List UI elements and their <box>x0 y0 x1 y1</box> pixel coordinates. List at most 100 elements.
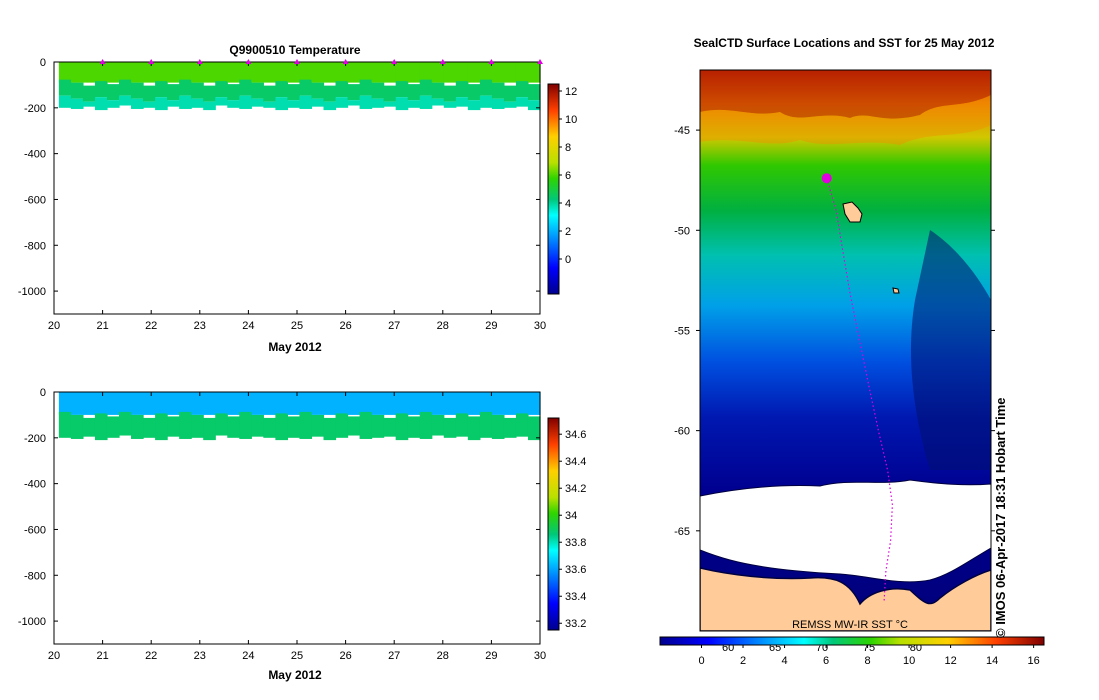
data-cell <box>106 62 120 83</box>
data-cell <box>119 79 132 96</box>
x-tick-label: 21 <box>96 320 108 332</box>
data-cell <box>455 97 469 107</box>
data-cell <box>515 62 529 83</box>
data-cell <box>167 62 180 83</box>
data-cell <box>203 62 216 83</box>
x-tick-label: 23 <box>194 650 206 662</box>
data-cell <box>419 62 433 83</box>
data-cell <box>299 79 313 96</box>
data-cell <box>491 392 505 415</box>
data-cell <box>503 85 517 102</box>
data-cell <box>371 98 385 108</box>
data-cell <box>191 98 204 108</box>
x-tick-label: 28 <box>437 650 449 662</box>
profile-marker <box>342 59 349 64</box>
chart1-colorbar-ticks: 12 10 8 6 4 2 0 <box>559 86 577 266</box>
x-tick-label: 30 <box>534 650 546 662</box>
salinity-chart: 20 21 22 23 24 25 26 27 28 29 30 0 -200 -400 -600 -800 -… <box>18 387 587 682</box>
data-cell <box>395 62 409 83</box>
data-cell <box>287 62 301 83</box>
y-tick-label: -1000 <box>18 286 46 298</box>
chart2-colorbar-ticks: 34.6 34.4 34.2 34 33.8 33.6 33.4 33.2 <box>559 429 586 630</box>
data-cell <box>311 62 325 83</box>
data-cell <box>335 81 349 98</box>
map-colorbar-tick-label: 16 <box>1027 655 1039 667</box>
data-cell <box>94 392 108 415</box>
data-cell <box>227 392 240 415</box>
data-cell <box>143 392 156 415</box>
data-cell <box>179 79 192 96</box>
colorbar-tick-label: 10 <box>565 114 577 126</box>
data-cell <box>359 62 373 83</box>
data-cell <box>275 413 288 441</box>
x-tick-label: 23 <box>194 320 206 332</box>
warm-sst-patch <box>700 70 991 119</box>
data-cell <box>239 95 252 109</box>
x-tick-label: 20 <box>48 320 60 332</box>
data-cell <box>347 62 361 83</box>
salinity-data-layer <box>58 392 541 441</box>
data-cell <box>251 98 264 107</box>
data-cell <box>131 82 144 99</box>
x-tick-label: 20 <box>48 650 60 662</box>
data-cell <box>275 62 288 83</box>
data-cell <box>275 97 288 111</box>
data-cell <box>431 82 445 99</box>
colorbar-tick-label: 0 <box>565 254 571 266</box>
data-cell <box>155 413 168 441</box>
data-cell <box>82 85 96 102</box>
temperature-data-layer <box>58 62 541 111</box>
data-cell <box>467 62 481 83</box>
y-tick-label: -200 <box>24 433 46 445</box>
data-cell <box>479 392 493 415</box>
data-cell <box>371 414 385 438</box>
data-cell <box>527 100 541 111</box>
profile-marker <box>537 59 543 64</box>
x-tick-label: 24 <box>242 650 254 662</box>
y-tick-label: 0 <box>40 387 46 399</box>
data-cell <box>70 82 84 99</box>
data-cell <box>203 101 216 111</box>
data-cell <box>443 392 457 415</box>
data-cell <box>383 85 397 102</box>
data-cell <box>311 392 325 415</box>
colorbar-tick-label: 33.8 <box>565 537 586 549</box>
y-tick-label: -400 <box>24 479 46 491</box>
data-cell <box>287 416 301 438</box>
data-cell <box>94 413 108 441</box>
colorbar-tick-label: 34.4 <box>565 456 586 468</box>
data-cell <box>155 392 168 415</box>
data-cell <box>131 392 144 415</box>
x-tick-label: 24 <box>242 320 254 332</box>
data-cell <box>479 79 493 96</box>
data-cell <box>491 82 505 99</box>
map-colorbar-tick-label: 8 <box>865 655 871 667</box>
data-cell <box>58 79 72 96</box>
data-cell <box>359 411 373 439</box>
x-tick-label: 27 <box>388 650 400 662</box>
data-cell <box>455 413 469 437</box>
data-cell <box>407 84 421 101</box>
data-cell <box>503 101 517 108</box>
data-cell <box>179 392 192 415</box>
x-tick-label: 29 <box>485 320 497 332</box>
y-tick-label: -400 <box>24 149 46 161</box>
data-cell <box>515 97 529 107</box>
data-cell <box>527 416 541 441</box>
y-tick-label: -800 <box>24 570 46 582</box>
data-cell <box>503 62 517 83</box>
data-cell <box>335 392 349 415</box>
data-cell <box>383 62 397 83</box>
data-cell <box>443 101 457 108</box>
data-cell <box>239 411 252 439</box>
antarctic-land <box>700 567 991 631</box>
data-cell <box>431 62 445 83</box>
profile-marker <box>148 59 155 64</box>
data-cell <box>467 416 481 441</box>
data-cell <box>491 414 505 439</box>
data-cell <box>323 62 337 83</box>
data-cell <box>106 100 120 108</box>
colorbar-tick-label: 4 <box>565 198 571 210</box>
data-cell <box>203 417 216 441</box>
data-cell <box>527 84 541 101</box>
